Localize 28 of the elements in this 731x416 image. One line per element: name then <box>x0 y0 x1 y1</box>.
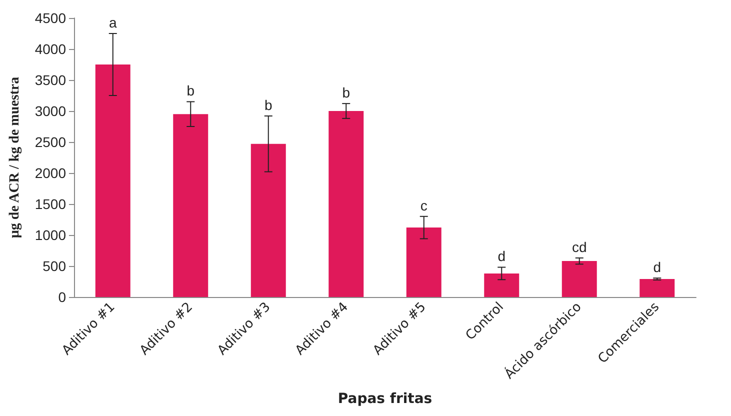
y-tick-label: 2500 <box>34 134 66 150</box>
annotation: cd <box>572 238 587 255</box>
y-tick-label: 2000 <box>34 165 66 181</box>
annotation: d <box>498 248 506 264</box>
annotation: d <box>653 259 662 276</box>
annotation: b <box>264 96 272 113</box>
y-tick-label: 3000 <box>34 103 66 119</box>
y-axis-title: µg de ACR / kg de muestra <box>8 76 22 238</box>
y-tick-label: 1500 <box>34 196 66 212</box>
bar <box>640 279 675 297</box>
bar <box>406 228 442 297</box>
annotation: a <box>108 14 117 30</box>
annotation: b <box>342 84 350 101</box>
bar <box>328 111 364 297</box>
bar <box>95 64 130 297</box>
y-tick-label: 3500 <box>34 72 66 88</box>
bar <box>173 114 208 297</box>
y-tick-label: 500 <box>42 258 66 274</box>
bar <box>562 261 597 297</box>
bar <box>484 273 520 297</box>
y-tick-label: 4500 <box>34 10 66 26</box>
y-tick-label: 0 <box>58 289 66 305</box>
y-tick-label: 1000 <box>34 227 66 243</box>
x-axis-title: Papas fritas <box>338 391 432 407</box>
bar <box>250 144 286 297</box>
annotation: c <box>420 197 428 214</box>
y-tick-label: 4000 <box>34 41 66 57</box>
annotation: b <box>186 82 195 99</box>
